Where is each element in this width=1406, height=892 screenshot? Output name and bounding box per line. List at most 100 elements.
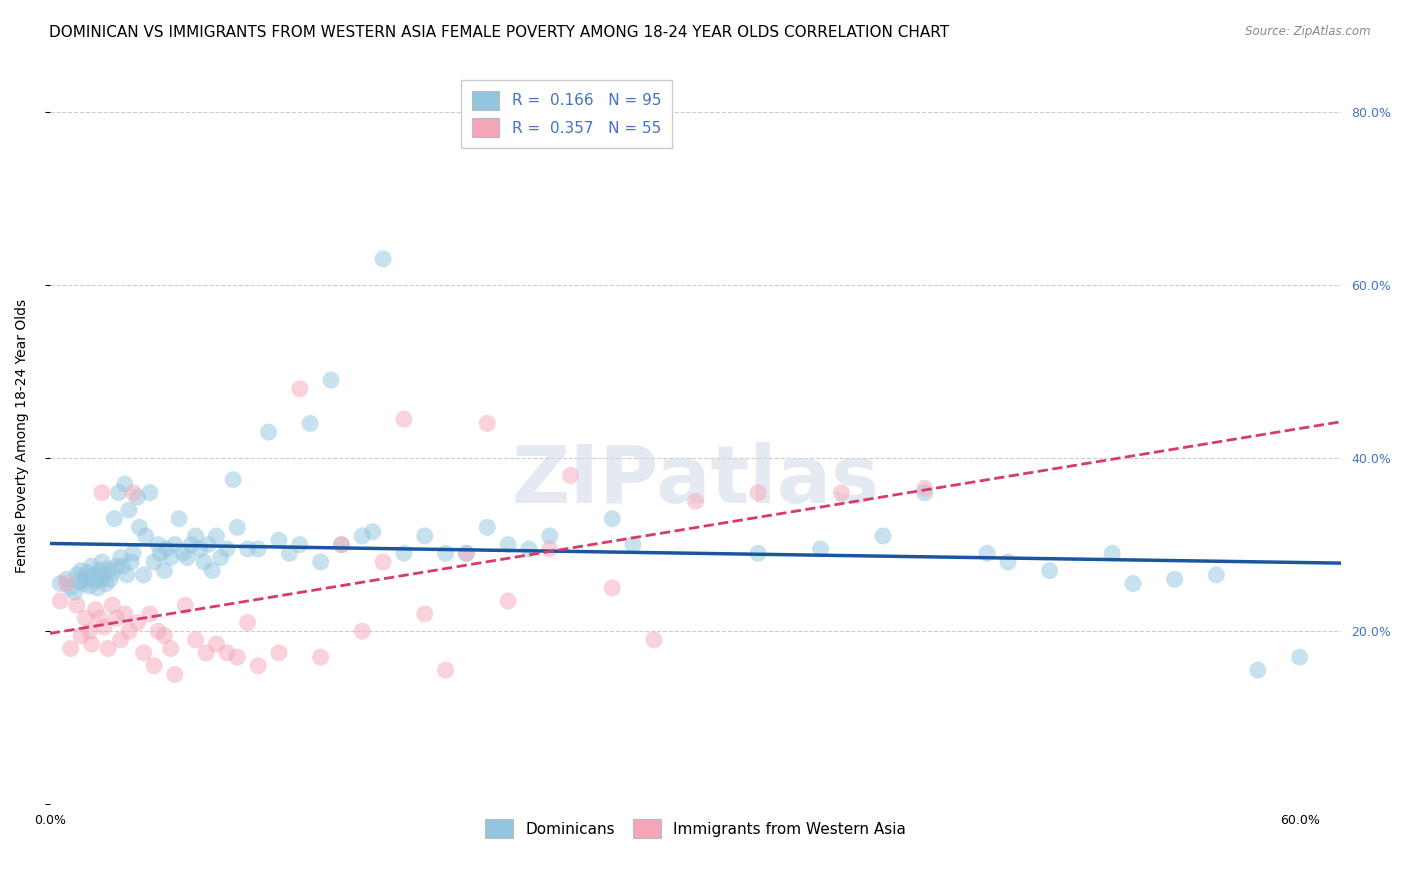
Point [63, 585, 86, 599]
Point [309, 650, 332, 665]
Point [128, 520, 150, 534]
Point [55, 572, 77, 586]
Point [97, 562, 120, 576]
Point [75, 572, 97, 586]
Point [193, 555, 215, 569]
Point [361, 524, 384, 539]
Point [747, 546, 769, 560]
Point [132, 646, 155, 660]
Point [120, 555, 142, 569]
Point [127, 490, 149, 504]
Point [66, 568, 89, 582]
Point [810, 541, 832, 556]
Point [163, 667, 186, 681]
Point [59, 641, 82, 656]
Point [413, 607, 436, 621]
Point [997, 555, 1019, 569]
Point [70, 574, 93, 588]
Point [66, 598, 89, 612]
Point [87, 581, 110, 595]
Point [222, 473, 245, 487]
Point [93, 620, 115, 634]
Point [434, 663, 457, 677]
Point [93, 568, 115, 582]
Point [70, 628, 93, 642]
Point [976, 546, 998, 560]
Point [195, 646, 218, 660]
Legend: Dominicans, Immigrants from Western Asia: Dominicans, Immigrants from Western Asia [479, 813, 912, 845]
Point [330, 538, 353, 552]
Point [685, 494, 707, 508]
Point [139, 607, 162, 621]
Point [184, 529, 207, 543]
Point [643, 632, 665, 647]
Point [392, 412, 415, 426]
Point [115, 568, 138, 582]
Point [103, 511, 125, 525]
Point [146, 624, 169, 639]
Point [153, 564, 176, 578]
Text: DOMINICAN VS IMMIGRANTS FROM WESTERN ASIA FEMALE POVERTY AMONG 18-24 YEAR OLDS C: DOMINICAN VS IMMIGRANTS FROM WESTERN ASI… [49, 25, 949, 40]
Point [90, 572, 112, 586]
Point [110, 632, 132, 647]
Point [155, 541, 177, 556]
Point [172, 546, 194, 560]
Point [188, 541, 211, 556]
Point [139, 485, 162, 500]
Point [70, 564, 93, 578]
Point [226, 520, 249, 534]
Point [456, 546, 478, 560]
Point [456, 546, 478, 560]
Point [267, 646, 290, 660]
Point [94, 576, 117, 591]
Point [209, 550, 232, 565]
Point [72, 576, 94, 591]
Point [477, 417, 499, 431]
Point [105, 559, 128, 574]
Point [236, 615, 259, 630]
Point [49, 594, 72, 608]
Point [371, 252, 394, 266]
Point [174, 598, 197, 612]
Point [352, 624, 374, 639]
Point [319, 373, 342, 387]
Point [110, 550, 132, 565]
Text: ZIPatlas: ZIPatlas [512, 442, 880, 519]
Point [84, 574, 107, 588]
Point [1101, 546, 1123, 560]
Point [143, 658, 166, 673]
Point [83, 568, 105, 582]
Point [55, 576, 77, 591]
Point [79, 624, 101, 639]
Point [90, 485, 112, 500]
Point [371, 555, 394, 569]
Point [914, 481, 936, 495]
Point [114, 607, 136, 621]
Point [184, 632, 207, 647]
Point [205, 637, 228, 651]
Point [600, 581, 623, 595]
Point [352, 529, 374, 543]
Point [621, 538, 644, 552]
Point [163, 538, 186, 552]
Point [101, 566, 124, 580]
Point [434, 546, 457, 560]
Point [1205, 568, 1227, 582]
Point [97, 641, 120, 656]
Point [267, 533, 290, 548]
Point [80, 637, 103, 651]
Point [299, 417, 322, 431]
Point [538, 541, 561, 556]
Point [278, 546, 301, 560]
Point [288, 382, 311, 396]
Text: Source: ZipAtlas.com: Source: ZipAtlas.com [1246, 25, 1371, 38]
Point [392, 546, 415, 560]
Point [517, 541, 540, 556]
Point [1288, 650, 1310, 665]
Point [309, 555, 332, 569]
Point [197, 538, 219, 552]
Point [118, 624, 141, 639]
Point [600, 511, 623, 525]
Point [226, 650, 249, 665]
Point [176, 550, 198, 565]
